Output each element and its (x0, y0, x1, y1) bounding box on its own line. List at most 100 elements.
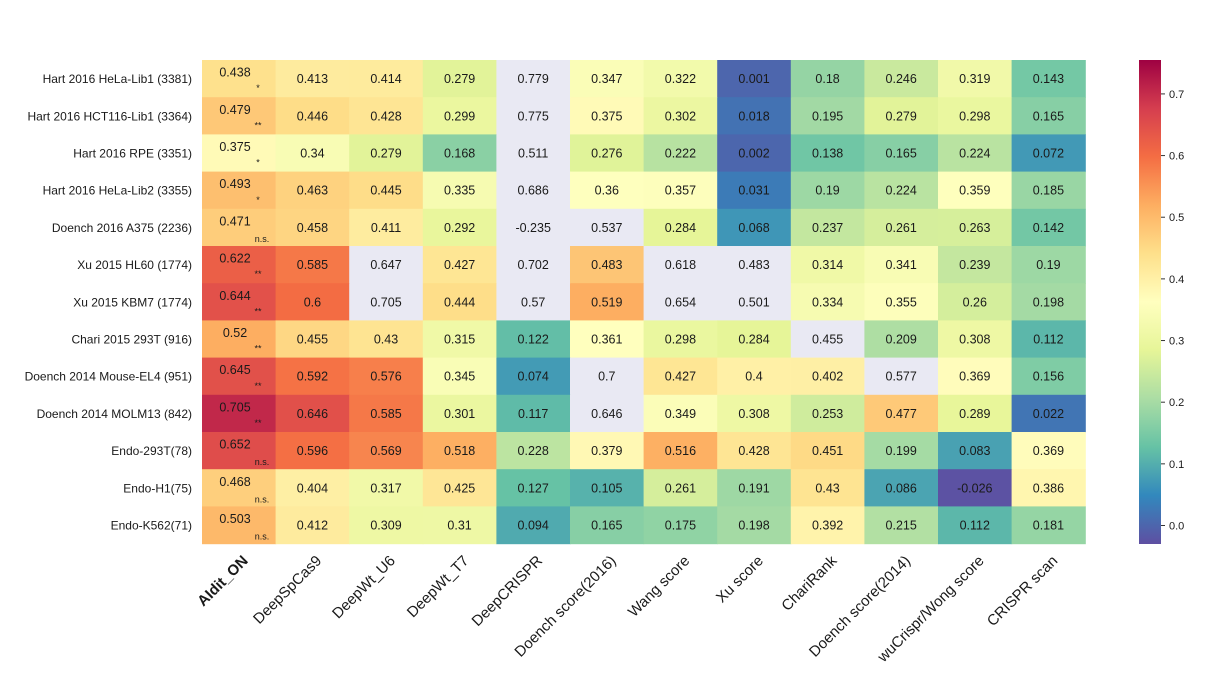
heatmap-cell (422, 432, 497, 470)
heatmap-cell (422, 320, 497, 359)
cell-value-label: 0.309 (370, 519, 401, 533)
heatmap-cell (1011, 394, 1086, 433)
heatmap-cell (643, 432, 718, 470)
heatmap-cell (496, 320, 571, 359)
heatmap-cell (570, 60, 645, 98)
row-label: Endo-K562(71) (111, 519, 192, 533)
cell-value-label: 0.779 (518, 72, 549, 86)
heatmap-cell (496, 60, 571, 98)
cell-value-label: 0.618 (665, 258, 696, 272)
heatmap-cell (275, 134, 350, 173)
cell-value-label: 0.299 (444, 109, 475, 123)
cell-value-label: 0.074 (518, 370, 549, 384)
heatmap-cell (643, 246, 718, 284)
cell-value-label: 0.165 (591, 519, 622, 533)
significance-label: ** (254, 381, 262, 391)
row-label: Hart 2016 HeLa-Lib2 (3355) (43, 184, 192, 198)
cell-value-label: 0.519 (591, 295, 622, 309)
cell-value-label: 0.585 (297, 258, 328, 272)
cell-value-label: 0.43 (374, 333, 398, 347)
significance-label: ** (254, 418, 262, 428)
heatmap-cell (275, 357, 350, 396)
significance-label: * (256, 158, 260, 168)
cell-value-label: 0.31 (447, 519, 471, 533)
colorbar-tick-label: 0.1 (1169, 459, 1184, 471)
cell-value-label: 0.576 (370, 370, 401, 384)
cell-value-label: 0.705 (370, 295, 401, 309)
cell-value-label: 0.083 (959, 444, 990, 458)
cell-value-label: 0.322 (665, 72, 696, 86)
heatmap-cell (643, 60, 718, 98)
heatmap-cell (643, 171, 718, 210)
heatmap-cell (864, 97, 939, 135)
cell-value-label: 0.451 (812, 444, 843, 458)
cell-value-label: 0.445 (370, 184, 401, 198)
heatmap-cell (717, 60, 792, 98)
cell-value-label: 0.072 (1033, 147, 1064, 161)
heatmap-cell (864, 432, 939, 470)
cell-value-label: 0.112 (1033, 333, 1063, 347)
cell-value-label: 0.686 (518, 184, 549, 198)
heatmap-cell (938, 246, 1013, 284)
cell-value-label: 0.138 (812, 147, 843, 161)
cell-value-label: 0.209 (886, 333, 917, 347)
cell-value-label: 0.357 (665, 184, 696, 198)
cell-value-label: 0.347 (591, 72, 622, 86)
cell-value-label: 0.52 (223, 326, 247, 340)
heatmap-cell (717, 97, 792, 135)
heatmap-cell (717, 394, 792, 433)
cell-value-label: 0.702 (518, 258, 549, 272)
cell-value-label: 0.483 (591, 258, 622, 272)
cell-value-label: 0.596 (297, 444, 328, 458)
cell-value-label: 0.301 (444, 407, 475, 421)
heatmap-cell (938, 320, 1013, 359)
heatmap-cell (938, 432, 1013, 470)
cell-value-label: 0.501 (738, 295, 769, 309)
heatmap-cell (717, 432, 792, 470)
row-label: Endo-H1(75) (123, 481, 192, 495)
heatmap-cell (643, 394, 718, 433)
cell-value-label: 0.031 (738, 184, 769, 198)
heatmap-cell (864, 357, 939, 396)
heatmap-cell (864, 134, 939, 173)
significance-label: ** (254, 344, 262, 354)
cell-value-label: 0.4 (745, 370, 762, 384)
heatmap-cells: 0.438 * 0.413 0.414 0.279 0.779 0.347 0.322 0.00… (202, 60, 1086, 545)
cell-value-label: 0.345 (444, 370, 475, 384)
cell-value-label: 0.412 (297, 519, 328, 533)
heatmap-cell (570, 357, 645, 396)
cell-value-label: 0.392 (812, 519, 843, 533)
cell-value-label: 0.199 (886, 444, 917, 458)
heatmap-cell (1011, 97, 1086, 135)
cell-value-label: 0.314 (812, 258, 843, 272)
heatmap-cell (496, 432, 571, 470)
row-label: Doench 2016 A375 (2236) (52, 221, 192, 235)
heatmap-cell (202, 320, 277, 359)
cell-value-label: 0.427 (444, 258, 475, 272)
cell-value-label: 0.483 (738, 258, 769, 272)
cell-value-label: 0.298 (665, 333, 696, 347)
significance-label: * (256, 83, 260, 93)
heatmap-cell (422, 394, 497, 433)
cell-value-label: 0.022 (1033, 407, 1064, 421)
heatmap-cell (938, 60, 1013, 98)
heatmap-cell (422, 134, 497, 173)
heatmap-cell (275, 432, 350, 470)
cell-value-label: 0.644 (219, 289, 250, 303)
heatmap-cell (938, 171, 1013, 210)
heatmap-cell (202, 246, 277, 284)
cell-value-label: 0.185 (1033, 184, 1064, 198)
cell-value-label: 0.302 (665, 109, 696, 123)
column-label: DeepCRISPR (469, 552, 547, 630)
cell-value-label: 0.361 (591, 333, 622, 347)
significance-label: n.s. (255, 532, 270, 542)
heatmap-cell (864, 320, 939, 359)
cell-value-label: 0.518 (444, 444, 475, 458)
colorbar-tick-label: 0.0 (1169, 521, 1184, 533)
cell-value-label: 0.105 (591, 481, 622, 495)
heatmap-cell (864, 506, 939, 545)
cell-value-label: 0.086 (886, 481, 917, 495)
heatmap-cell (864, 246, 939, 284)
heatmap-cell (349, 60, 424, 98)
